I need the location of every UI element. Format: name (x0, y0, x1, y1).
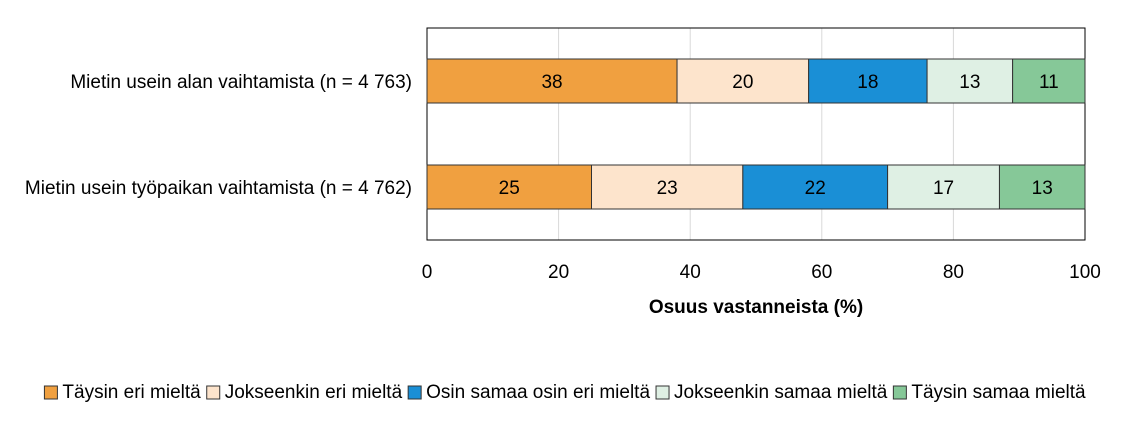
bars: 38 20 18 13 11 25 23 22 17 13 (426, 58, 1086, 210)
legend-swatch (206, 385, 221, 400)
bar-value-label: 23 (657, 178, 678, 199)
category-labels: Mietin usein alan vaihtamista (n = 4 763… (25, 72, 412, 199)
category-label: Mietin usein työpaikan vaihtamista (n = … (25, 178, 412, 199)
legend-item: Jokseenkin samaa mieltä (655, 382, 888, 403)
legend: Täysin eri mieltä Jokseenkin eri mieltä Os… (43, 382, 1086, 403)
x-tick-label: 40 (680, 262, 701, 283)
x-axis-title: Osuus vastanneista (%) (649, 297, 863, 318)
legend-label: Jokseenkin samaa mieltä (674, 382, 888, 403)
bar-value-label: 22 (805, 178, 826, 199)
bar-value-label: 13 (959, 72, 980, 93)
x-tick-label: 80 (943, 262, 964, 283)
bar-value-label: 38 (541, 72, 562, 93)
bar-segment (998, 164, 1086, 210)
legend-item: Täysin eri mieltä (43, 382, 201, 403)
bar-segment (887, 164, 1000, 210)
bar-segment (1012, 58, 1086, 104)
legend-swatch (892, 385, 907, 400)
bar-value-label: 25 (499, 178, 520, 199)
bar-value-label: 18 (857, 72, 878, 93)
x-tick-label: 0 (422, 262, 433, 283)
bar-value-label: 20 (732, 72, 753, 93)
bar-segment (676, 58, 810, 104)
legend-label: Täysin eri mieltä (62, 382, 201, 403)
bar-value-label: 11 (1039, 72, 1059, 93)
x-axis-ticks: 0 20 40 60 80 100 (422, 262, 1101, 283)
legend-swatch (655, 385, 670, 400)
bar-segment (426, 58, 678, 104)
bar-value-label: 17 (933, 178, 954, 199)
x-tick-label: 100 (1069, 262, 1101, 283)
legend-swatch (407, 385, 422, 400)
legend-label: Täysin samaa mieltä (911, 382, 1086, 403)
x-tick-label: 60 (811, 262, 832, 283)
bar-value-label: 13 (1032, 178, 1053, 199)
plot-frame (426, 27, 1086, 241)
legend-item: Täysin samaa mieltä (892, 382, 1086, 403)
legend-item: Osin samaa osin eri mieltä (407, 382, 650, 403)
x-tick-label: 20 (548, 262, 569, 283)
legend-item: Jokseenkin eri mieltä (206, 382, 403, 403)
bar-segment (742, 164, 889, 210)
category-label: Mietin usein alan vaihtamista (n = 4 763… (70, 72, 412, 93)
legend-label: Jokseenkin eri mieltä (225, 382, 403, 403)
legend-swatch (43, 385, 58, 400)
legend-label: Osin samaa osin eri mieltä (426, 382, 650, 403)
